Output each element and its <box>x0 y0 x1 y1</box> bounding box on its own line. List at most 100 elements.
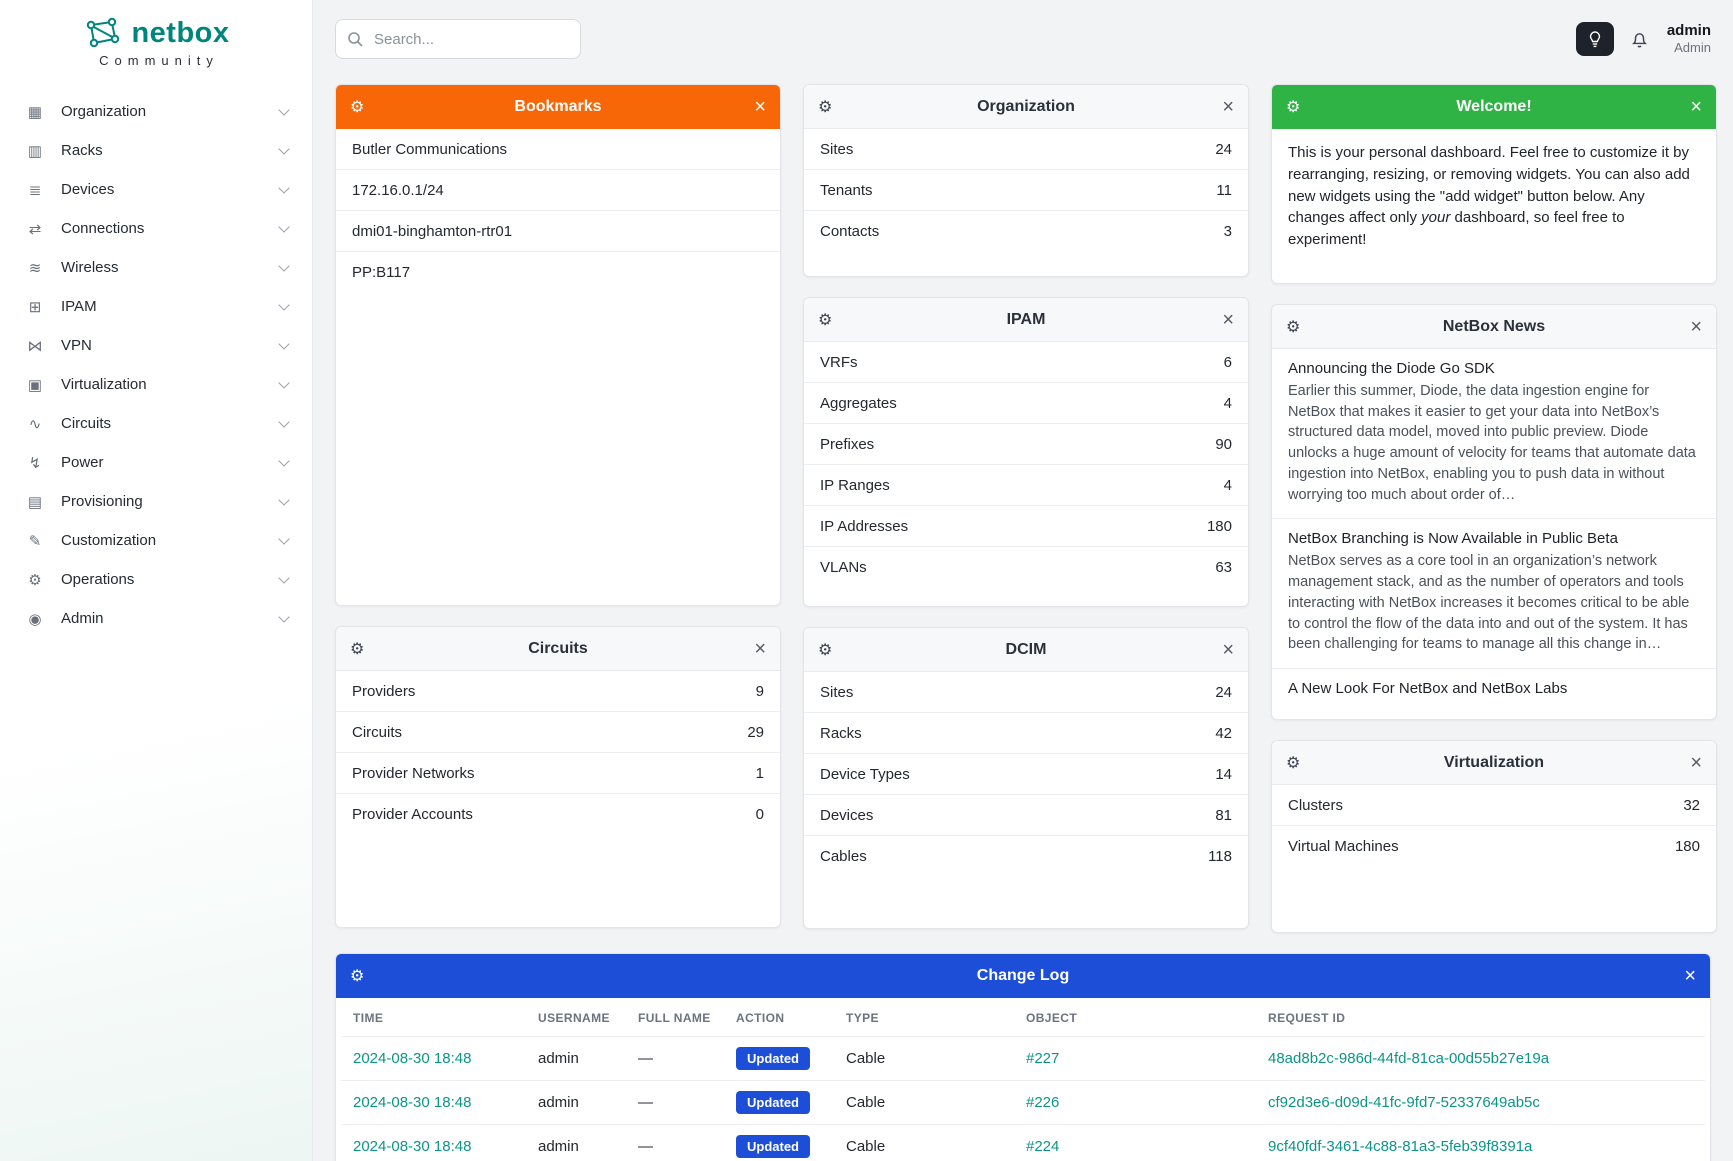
stat-value[interactable]: 9 <box>755 682 764 700</box>
user-menu[interactable]: admin Admin <box>1667 22 1711 55</box>
sidebar-item-vpn[interactable]: ⋈ VPN <box>0 326 312 365</box>
stat-value[interactable]: 11 <box>1216 181 1232 199</box>
gear-icon[interactable]: ⚙ <box>818 98 833 116</box>
stat-label[interactable]: Sites <box>820 140 854 158</box>
close-icon[interactable]: × <box>1222 95 1234 118</box>
gear-icon[interactable]: ⚙ <box>818 311 833 329</box>
bookmark-item[interactable]: dmi01-binghamton-rtr01 <box>336 211 780 252</box>
gear-icon[interactable]: ⚙ <box>1286 754 1301 772</box>
dashboard-grid: ⚙ Bookmarks × Butler Communications 172.… <box>335 84 1717 933</box>
sidebar-item-circuits[interactable]: ∿ Circuits <box>0 404 312 443</box>
stat-value[interactable]: 0 <box>755 806 764 823</box>
stat-value[interactable]: 118 <box>1208 848 1232 865</box>
stat-value[interactable]: 81 <box>1215 806 1232 824</box>
stat-value[interactable]: 4 <box>1223 394 1232 412</box>
changelog-time-link[interactable]: 2024-08-30 18:48 <box>353 1094 472 1111</box>
sidebar-item-wireless[interactable]: ≋ Wireless <box>0 248 312 287</box>
sidebar-item-provisioning[interactable]: ▤ Provisioning <box>0 482 312 521</box>
sidebar-item-connections[interactable]: ⇄ Connections <box>0 209 312 248</box>
sidebar-item-admin[interactable]: ◉ Admin <box>0 599 312 638</box>
stat-label[interactable]: IP Addresses <box>820 517 909 535</box>
stat-label[interactable]: IP Ranges <box>820 476 890 494</box>
stat-value[interactable]: 180 <box>1206 517 1232 535</box>
stat-value[interactable]: 4 <box>1223 476 1232 494</box>
gear-icon[interactable]: ⚙ <box>1286 318 1301 336</box>
stat-label[interactable]: Cables <box>820 848 867 865</box>
close-icon[interactable]: × <box>754 637 766 660</box>
theme-toggle-button[interactable] <box>1575 22 1614 56</box>
changelog-object-link[interactable]: #226 <box>1026 1094 1060 1111</box>
stat-label[interactable]: Tenants <box>820 181 873 199</box>
changelog-request-id-link[interactable]: 48ad8b2c-986d-44fd-81ca-00d55b27e19a <box>1268 1050 1550 1067</box>
close-icon[interactable]: × <box>1222 308 1234 331</box>
gear-icon[interactable]: ⚙ <box>1286 99 1301 116</box>
widget-title: DCIM <box>1005 640 1047 658</box>
gear-icon[interactable]: ⚙ <box>350 640 365 658</box>
stat-value[interactable]: 63 <box>1215 559 1232 576</box>
close-icon[interactable]: × <box>1690 315 1702 338</box>
changelog-request-id-link[interactable]: cf92d3e6-d09d-41fc-9fd7-52337649ab5c <box>1268 1094 1540 1111</box>
gear-icon[interactable]: ⚙ <box>350 99 365 116</box>
news-article-title[interactable]: A New Look For NetBox and NetBox Labs <box>1288 680 1568 698</box>
changelog-time-link[interactable]: 2024-08-30 18:48 <box>353 1050 472 1067</box>
changelog-request-id-link[interactable]: 9cf40fdf-3461-4c88-81a3-5feb39f8391a <box>1268 1138 1533 1155</box>
notifications-button[interactable] <box>1629 29 1650 50</box>
news-article-title[interactable]: Announcing the Diode Go SDK <box>1288 360 1495 377</box>
stat-label[interactable]: Aggregates <box>820 394 897 412</box>
connection-icon: ⇄ <box>28 220 42 238</box>
stat-label[interactable]: Devices <box>820 806 874 824</box>
close-icon[interactable]: × <box>1690 96 1702 118</box>
stat-label[interactable]: VLANs <box>820 559 867 576</box>
stat-value[interactable]: 14 <box>1215 765 1232 783</box>
stat-value[interactable]: 180 <box>1674 838 1700 855</box>
stat-value[interactable]: 90 <box>1215 435 1232 453</box>
stat-value[interactable]: 24 <box>1215 683 1232 701</box>
stat-label[interactable]: Contacts <box>820 223 880 240</box>
stat-label[interactable]: Device Types <box>820 765 910 783</box>
sidebar-item-virtualization[interactable]: ▣ Virtualization <box>0 365 312 404</box>
stat-label[interactable]: Virtual Machines <box>1288 838 1399 855</box>
sidebar-item-power[interactable]: ↯ Power <box>0 443 312 482</box>
stat-value[interactable]: 24 <box>1215 140 1232 158</box>
bookmark-item[interactable]: 172.16.0.1/24 <box>336 170 780 211</box>
gear-icon[interactable]: ⚙ <box>350 968 365 985</box>
stat-value[interactable]: 42 <box>1215 724 1232 742</box>
stat-label[interactable]: Providers <box>352 682 416 700</box>
gear-icon[interactable]: ⚙ <box>818 641 833 659</box>
changelog-object-link[interactable]: #227 <box>1026 1050 1060 1067</box>
changelog-object-link[interactable]: #224 <box>1026 1138 1060 1155</box>
sidebar-item-ipam[interactable]: ⊞ IPAM <box>0 287 312 326</box>
widget-ipam: ⚙ IPAM × VRFs 6 Aggregates 4 <box>803 297 1249 607</box>
close-icon[interactable]: × <box>754 96 766 118</box>
widget-title: NetBox News <box>1442 317 1546 335</box>
chevron-down-icon <box>278 454 290 467</box>
brand-home-link[interactable]: netbox <box>0 16 312 50</box>
stat-label[interactable]: VRFs <box>820 353 858 371</box>
changelog-time-link[interactable]: 2024-08-30 18:48 <box>353 1138 472 1155</box>
sidebar-item-devices[interactable]: ≣ Devices <box>0 170 312 209</box>
bookmark-item[interactable]: PP:B117 <box>352 264 411 281</box>
stat-label[interactable]: Provider Accounts <box>352 806 473 823</box>
stat-value[interactable]: 29 <box>747 723 764 741</box>
stat-value[interactable]: 1 <box>755 764 764 782</box>
sidebar-item-operations[interactable]: ⚙ Operations <box>0 560 312 599</box>
news-article-title[interactable]: NetBox Branching is Now Available in Pub… <box>1288 530 1618 548</box>
stat-label[interactable]: Provider Networks <box>352 764 475 782</box>
sidebar-item-racks[interactable]: ▥ Racks <box>0 131 312 170</box>
sidebar-item-organization[interactable]: ▦ Organization <box>0 92 312 131</box>
stat-value[interactable]: 6 <box>1223 353 1232 371</box>
close-icon[interactable]: × <box>1222 638 1234 661</box>
stat-label[interactable]: Racks <box>820 724 862 742</box>
stat-value[interactable]: 32 <box>1683 796 1700 814</box>
chevron-down-icon <box>278 610 290 623</box>
bookmark-item[interactable]: Butler Communications <box>336 129 780 170</box>
close-icon[interactable]: × <box>1684 965 1696 987</box>
stat-label[interactable]: Circuits <box>352 723 403 741</box>
stat-value[interactable]: 3 <box>1223 223 1232 240</box>
close-icon[interactable]: × <box>1690 751 1702 774</box>
sidebar-item-customization[interactable]: ✎ Customization <box>0 521 312 560</box>
search-input[interactable] <box>335 19 581 59</box>
stat-label[interactable]: Sites <box>820 683 854 701</box>
stat-label[interactable]: Prefixes <box>820 435 875 453</box>
stat-label[interactable]: Clusters <box>1288 796 1344 814</box>
